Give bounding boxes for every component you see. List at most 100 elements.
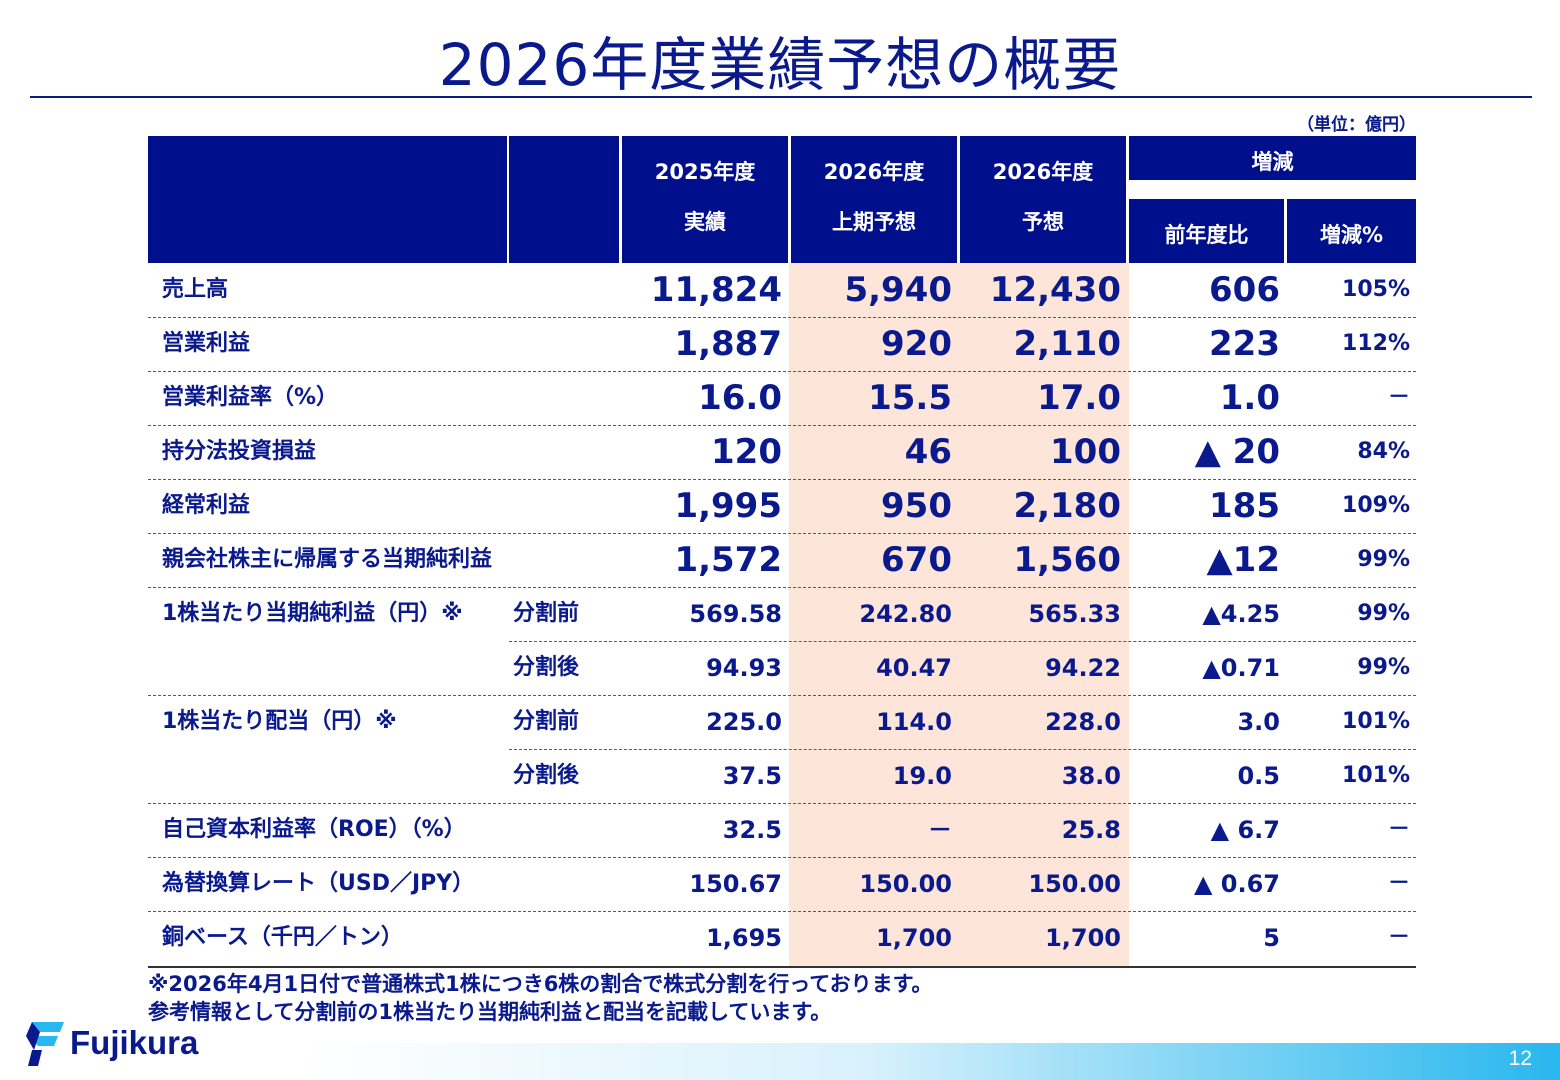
cell-yoy-change: ▲0.71 xyxy=(1202,654,1280,682)
cell-change-pct: 105% xyxy=(1342,277,1410,302)
row-sub-label: 分割前 xyxy=(513,601,580,626)
cell-2025-actual: 11,824 xyxy=(650,270,782,310)
header-sub-pct-label: 増減% xyxy=(1319,223,1384,247)
cell-change-pct: 109% xyxy=(1342,493,1410,518)
header-col-2026-h1: 2026年度 上期予想 xyxy=(791,136,957,263)
cell-2026-h1-forecast: 920 xyxy=(881,324,952,364)
cell-2025-actual: 1,572 xyxy=(674,540,782,580)
cell-2026-forecast: 12,430 xyxy=(989,270,1121,310)
cell-2025-actual: 1,887 xyxy=(674,324,782,364)
header-col-2025-line1: 2025年度 xyxy=(654,160,756,184)
header-col-2026-line1: 2026年度 xyxy=(992,160,1094,184)
table-row: 銅ベース（千円／トン） 1,695 1,700 1,700 5 － xyxy=(148,911,1416,965)
header-col-2025-actual: 2025年度 実績 xyxy=(622,136,788,263)
cell-2026-h1-forecast: 114.0 xyxy=(876,708,952,736)
cell-2026-h1-forecast: 19.0 xyxy=(892,762,952,790)
highlight-2026-h1 xyxy=(789,263,959,967)
cell-yoy-change: ▲4.25 xyxy=(1202,600,1280,628)
cell-2026-h1-forecast: 950 xyxy=(881,486,952,526)
row-label: 持分法投資損益 xyxy=(162,439,317,464)
row-sub-label: 分割後 xyxy=(513,763,580,788)
row-separator xyxy=(148,911,1416,912)
cell-yoy-change: ▲12 xyxy=(1206,540,1280,580)
cell-2026-h1-forecast: 5,940 xyxy=(844,270,952,310)
cell-2026-forecast: 17.0 xyxy=(1037,378,1121,418)
cell-change-pct: 99% xyxy=(1357,547,1410,572)
cell-yoy-change: ▲ 20 xyxy=(1194,432,1280,472)
cell-2026-forecast: 38.0 xyxy=(1061,762,1121,790)
row-separator xyxy=(148,479,1416,480)
table-row: 親会社株主に帰属する当期純利益 1,572 670 1,560 ▲12 99% xyxy=(148,533,1416,587)
cell-change-pct: 101% xyxy=(1342,763,1410,788)
row-separator xyxy=(509,749,1416,750)
header-col-2026-line2: 予想 xyxy=(1022,210,1064,234)
table-row: 分割後 37.5 19.0 38.0 0.5 101% xyxy=(148,749,1416,803)
row-label: 営業利益率（%） xyxy=(162,385,339,410)
table-row: 持分法投資損益 120 46 100 ▲ 20 84% xyxy=(148,425,1416,479)
row-label: 親会社株主に帰属する当期純利益 xyxy=(162,547,493,572)
cell-change-pct: 112% xyxy=(1342,331,1410,356)
cell-2026-h1-forecast: 15.5 xyxy=(868,378,952,418)
cell-2026-h1-forecast: 1,700 xyxy=(876,924,952,952)
cell-2025-actual: 120 xyxy=(711,432,782,472)
cell-2026-forecast: 25.8 xyxy=(1061,816,1121,844)
header-sub-yoy-label: 前年度比 xyxy=(1164,223,1249,247)
cell-2026-forecast: 150.00 xyxy=(1028,870,1121,898)
row-label: 自己資本利益率（ROE）（%） xyxy=(162,817,466,842)
cell-yoy-change: ▲ 0.67 xyxy=(1193,870,1280,898)
cell-yoy-change: 3.0 xyxy=(1237,708,1280,736)
cell-2025-actual: 1,995 xyxy=(674,486,782,526)
row-sub-label: 分割前 xyxy=(513,709,580,734)
table-row: 自己資本利益率（ROE）（%） 32.5 － 25.8 ▲ 6.7 － xyxy=(148,803,1416,857)
cell-yoy-change: 223 xyxy=(1209,324,1280,364)
cell-change-pct: － xyxy=(1387,817,1410,842)
row-separator xyxy=(148,317,1416,318)
header-sub-yoy: 前年度比 xyxy=(1129,199,1284,263)
cell-2025-actual: 150.67 xyxy=(689,870,782,898)
table-row: 為替換算レート（USD／JPY） 150.67 150.00 150.00 ▲ 0.67… xyxy=(148,857,1416,911)
cell-2025-actual: 94.93 xyxy=(706,654,782,682)
footer-gradient-bar xyxy=(300,1043,1560,1080)
footnote-2: 参考情報として分割前の1株当たり当期純利益と配当を記載しています。 xyxy=(148,1000,832,1024)
cell-2025-actual: 37.5 xyxy=(722,762,782,790)
row-sub-label: 分割後 xyxy=(513,655,580,680)
cell-2025-actual: 569.58 xyxy=(689,600,782,628)
header-label-area-2 xyxy=(509,136,619,263)
cell-2026-h1-forecast: 150.00 xyxy=(859,870,952,898)
cell-change-pct: 99% xyxy=(1357,655,1410,680)
row-label: 為替換算レート（USD／JPY） xyxy=(162,871,475,896)
row-label: 経常利益 xyxy=(162,493,251,518)
cell-2026-h1-forecast: 242.80 xyxy=(859,600,952,628)
row-separator xyxy=(148,533,1416,534)
header-group-label: 増減 xyxy=(1251,150,1294,174)
cell-change-pct: 101% xyxy=(1342,709,1410,734)
cell-2026-h1-forecast: 40.47 xyxy=(876,654,952,682)
header-col-2026h1-line2: 上期予想 xyxy=(832,210,916,234)
cell-yoy-change: ▲ 6.7 xyxy=(1210,816,1280,844)
fujikura-logo: Fujikura xyxy=(24,1018,234,1070)
cell-2026-h1-forecast: 670 xyxy=(881,540,952,580)
cell-2025-actual: 32.5 xyxy=(722,816,782,844)
table-row: 売上高 11,824 5,940 12,430 606 105% xyxy=(148,263,1416,317)
unit-label: （単位：億円） xyxy=(1297,115,1416,135)
fujikura-logo-mark-icon xyxy=(26,1022,64,1066)
header-col-2025-line2: 実績 xyxy=(684,210,726,234)
row-label: 売上高 xyxy=(162,277,229,302)
header-label-area xyxy=(148,136,507,263)
row-label: 銅ベース（千円／トン） xyxy=(162,925,403,950)
row-separator xyxy=(509,641,1416,642)
row-separator xyxy=(148,857,1416,858)
header-col-2026h1-line1: 2026年度 xyxy=(823,160,925,184)
table-bottom-rule xyxy=(148,966,1416,968)
table-row: 経常利益 1,995 950 2,180 185 109% xyxy=(148,479,1416,533)
cell-2025-actual: 1,695 xyxy=(706,924,782,952)
fujikura-logo-text: Fujikura xyxy=(70,1024,199,1061)
header-col-2026-forecast: 2026年度 予想 xyxy=(960,136,1126,263)
cell-2026-h1-forecast: － xyxy=(928,816,952,844)
row-separator xyxy=(148,587,1416,588)
table-row: 営業利益 1,887 920 2,110 223 112% xyxy=(148,317,1416,371)
cell-2026-forecast: 2,110 xyxy=(1013,324,1121,364)
cell-change-pct: － xyxy=(1387,925,1410,950)
cell-yoy-change: 5 xyxy=(1263,924,1280,952)
cell-2026-forecast: 2,180 xyxy=(1013,486,1121,526)
